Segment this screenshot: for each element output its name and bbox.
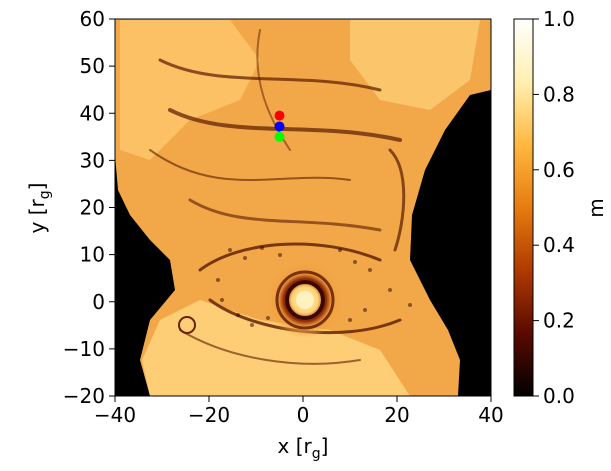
colorbar-tick-label: 0.8 [543, 82, 575, 106]
x-tick-label: −20 [188, 403, 230, 427]
x-tick-label: 40 [478, 403, 503, 427]
heatmap-vortex [267, 262, 343, 338]
y-tick-label: 50 [80, 54, 105, 78]
marker-red [274, 110, 285, 121]
colorbar-tick-label: 0.2 [543, 309, 575, 333]
colorbar-tick-label: 0.6 [543, 158, 575, 182]
heatmap-field-light-bottom [142, 300, 410, 396]
heatmap-field-light-top [120, 20, 260, 160]
heatmap-void-bottom-right [460, 320, 491, 396]
colorbar-tick-label: 1.0 [543, 7, 575, 31]
colorbar-tick-label: 0.0 [543, 384, 575, 408]
y-axis-label: y [rg] [25, 183, 53, 234]
y-tick-label: 0 [92, 290, 105, 314]
x-axis-ticks: −40 −20 0 20 40 [94, 396, 504, 427]
x-tick-label: 0 [297, 403, 310, 427]
heatmap-field-main [115, 19, 491, 396]
colorbar-label: m [584, 198, 608, 217]
heatmap-plot-area [115, 19, 491, 396]
y-tick-label: 40 [80, 101, 105, 125]
y-tick-label: 60 [80, 7, 105, 31]
colorbar-ticks: 0.0 0.2 0.4 0.6 0.8 1.0 [533, 7, 575, 408]
x-tick-label: 20 [384, 403, 409, 427]
markers [274, 110, 285, 142]
heatmap-void-bottom-left [115, 340, 145, 396]
y-tick-label: −20 [63, 384, 105, 408]
colorbar-tick-label: 0.4 [543, 233, 575, 257]
colorbar [514, 19, 533, 396]
x-tick-label: −40 [94, 403, 136, 427]
y-tick-label: 20 [80, 196, 105, 220]
colorbar-frame [513, 18, 534, 397]
heatmap-turbulence [216, 246, 412, 327]
y-tick-label: −10 [63, 337, 105, 361]
marker-blue [274, 121, 285, 132]
y-axis-ticks: −20 −10 0 10 20 30 40 50 60 [63, 7, 115, 408]
heatmap-small-vortex [178, 316, 196, 334]
x-axis-label: x [rg] [278, 434, 329, 462]
y-tick-label: 10 [80, 243, 105, 267]
heatmap-field-light-right [350, 20, 480, 110]
marker-green [274, 131, 285, 142]
y-tick-label: 30 [80, 148, 105, 172]
